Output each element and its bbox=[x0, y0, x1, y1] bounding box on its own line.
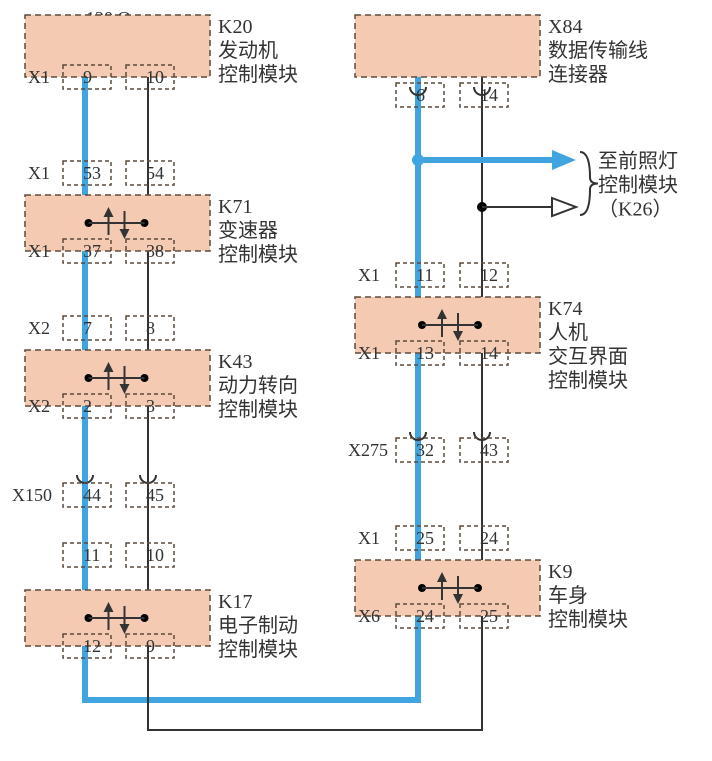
pin-label: 24 bbox=[416, 606, 434, 626]
pin-label: 14 bbox=[480, 85, 498, 105]
pin-label: 53 bbox=[83, 163, 101, 183]
module-label-K43: K43动力转向控制模块 bbox=[218, 351, 298, 421]
branch-label: 至前照灯控制模块（K26） bbox=[598, 150, 678, 221]
conn-id: X275 bbox=[348, 440, 388, 460]
conn-id: X1 bbox=[358, 528, 380, 548]
module-label-K17: K17电子制动控制模块 bbox=[218, 591, 298, 661]
pin-label: 12 bbox=[83, 636, 101, 656]
conn-id: X1 bbox=[28, 67, 50, 87]
pin-label: 2 bbox=[83, 396, 92, 416]
pin-label: 25 bbox=[480, 606, 498, 626]
pin-label: 37 bbox=[83, 241, 101, 261]
pin-label: 54 bbox=[146, 163, 164, 183]
pin-label: 9 bbox=[83, 67, 92, 87]
conn-id: X1 bbox=[358, 265, 380, 285]
pin-label: 25 bbox=[416, 528, 434, 548]
pin-label: 10 bbox=[146, 545, 164, 565]
conn-id: X150 bbox=[12, 485, 52, 505]
conn-id: X1 bbox=[358, 343, 380, 363]
pin-label: 44 bbox=[83, 485, 101, 505]
arrow-open-icon bbox=[552, 198, 576, 216]
pin-label: 11 bbox=[83, 545, 100, 565]
conn-id: X6 bbox=[358, 606, 380, 626]
conn-id: X2 bbox=[28, 396, 50, 416]
arrow-solid-icon bbox=[552, 150, 576, 170]
brace-icon bbox=[580, 152, 598, 215]
pin-label: 7 bbox=[83, 318, 92, 338]
pin-label: 45 bbox=[146, 485, 164, 505]
pin-label: 12 bbox=[480, 265, 498, 285]
module-label-X84: X84数据传输线连接器 bbox=[548, 16, 648, 86]
conn-id: X1 bbox=[28, 241, 50, 261]
pin-label: 8 bbox=[146, 318, 155, 338]
module-label-K74: K74人机交互界面控制模块 bbox=[548, 298, 628, 392]
pin-label: 9 bbox=[146, 636, 155, 656]
pin-label: 38 bbox=[146, 241, 164, 261]
conn-id: X1 bbox=[28, 163, 50, 183]
pin-label: 43 bbox=[480, 440, 498, 460]
pin-label: 6 bbox=[416, 85, 425, 105]
module-label-K9: K9车身控制模块 bbox=[548, 561, 628, 631]
pin-label: 24 bbox=[480, 528, 498, 548]
pin-label: 13 bbox=[416, 343, 434, 363]
module-label-K71: K71变速器控制模块 bbox=[218, 196, 298, 266]
pin-label: 11 bbox=[416, 265, 433, 285]
conn-id: X2 bbox=[28, 318, 50, 338]
module-X84 bbox=[355, 15, 540, 77]
pin-label: 32 bbox=[416, 440, 434, 460]
pin-label: 10 bbox=[146, 67, 164, 87]
module-K20 bbox=[25, 15, 210, 77]
pin-label: 3 bbox=[146, 396, 155, 416]
pin-label: 14 bbox=[480, 343, 498, 363]
module-label-K20: K20发动机控制模块 bbox=[218, 16, 298, 86]
